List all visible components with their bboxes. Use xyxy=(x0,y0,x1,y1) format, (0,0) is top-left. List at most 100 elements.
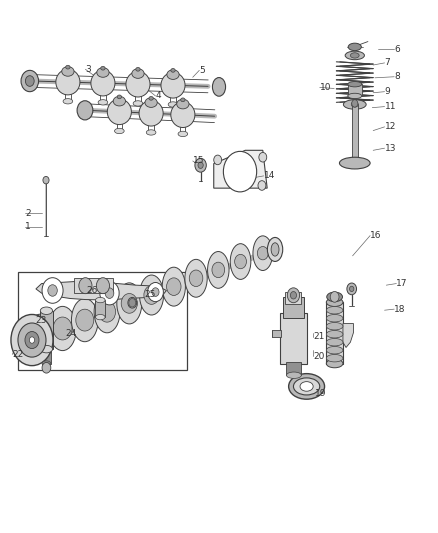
Bar xyxy=(285,292,301,304)
Ellipse shape xyxy=(326,330,343,338)
Circle shape xyxy=(352,100,358,107)
Text: 1: 1 xyxy=(25,222,31,231)
Circle shape xyxy=(77,101,93,120)
Ellipse shape xyxy=(40,345,53,353)
Ellipse shape xyxy=(56,69,80,95)
Text: 5: 5 xyxy=(199,66,205,75)
Ellipse shape xyxy=(300,382,313,391)
Text: 7: 7 xyxy=(385,59,390,67)
Circle shape xyxy=(129,298,136,307)
Ellipse shape xyxy=(171,102,195,127)
Ellipse shape xyxy=(267,237,283,262)
Ellipse shape xyxy=(126,71,150,97)
Polygon shape xyxy=(343,324,353,348)
Ellipse shape xyxy=(53,317,72,340)
Ellipse shape xyxy=(40,307,53,314)
Ellipse shape xyxy=(212,262,225,278)
Ellipse shape xyxy=(326,298,343,306)
Circle shape xyxy=(48,285,57,296)
Circle shape xyxy=(29,337,35,343)
Ellipse shape xyxy=(149,96,153,100)
Ellipse shape xyxy=(162,267,185,306)
Ellipse shape xyxy=(95,314,105,320)
Ellipse shape xyxy=(49,306,76,351)
Circle shape xyxy=(287,288,300,303)
Ellipse shape xyxy=(326,359,343,368)
Circle shape xyxy=(42,278,63,303)
Bar xyxy=(348,84,362,96)
Ellipse shape xyxy=(289,374,325,399)
Circle shape xyxy=(195,158,206,172)
Ellipse shape xyxy=(76,309,94,331)
Circle shape xyxy=(290,292,297,299)
Ellipse shape xyxy=(66,66,70,69)
Text: 15: 15 xyxy=(193,157,204,165)
Ellipse shape xyxy=(343,100,366,109)
Bar xyxy=(352,104,358,160)
Ellipse shape xyxy=(166,278,181,295)
Ellipse shape xyxy=(348,93,362,99)
Circle shape xyxy=(330,292,339,302)
Circle shape xyxy=(198,162,203,168)
Ellipse shape xyxy=(257,246,268,260)
Ellipse shape xyxy=(345,51,364,60)
Text: 22: 22 xyxy=(12,350,24,359)
Text: 19: 19 xyxy=(315,389,327,398)
Ellipse shape xyxy=(348,43,361,51)
Circle shape xyxy=(258,181,266,190)
Text: 25: 25 xyxy=(145,290,156,298)
Ellipse shape xyxy=(286,372,301,378)
Ellipse shape xyxy=(185,260,207,297)
Circle shape xyxy=(259,152,267,162)
Bar xyxy=(42,348,51,364)
Ellipse shape xyxy=(351,102,358,107)
Circle shape xyxy=(350,286,354,292)
Bar xyxy=(286,362,301,375)
Ellipse shape xyxy=(30,325,50,349)
Ellipse shape xyxy=(133,101,143,106)
Ellipse shape xyxy=(180,98,185,102)
Ellipse shape xyxy=(235,254,247,269)
Ellipse shape xyxy=(293,378,320,395)
Text: 9: 9 xyxy=(385,87,390,96)
Circle shape xyxy=(18,323,46,357)
Ellipse shape xyxy=(339,157,370,169)
Ellipse shape xyxy=(189,270,203,287)
Circle shape xyxy=(42,362,51,373)
Ellipse shape xyxy=(350,53,359,58)
Ellipse shape xyxy=(212,78,226,96)
Circle shape xyxy=(223,151,257,192)
Ellipse shape xyxy=(91,70,115,96)
Bar xyxy=(326,302,343,364)
Ellipse shape xyxy=(26,314,54,360)
Text: 10: 10 xyxy=(320,83,331,92)
Circle shape xyxy=(11,314,53,366)
Ellipse shape xyxy=(136,68,140,71)
Ellipse shape xyxy=(326,314,343,322)
Text: 2: 2 xyxy=(25,209,31,217)
Ellipse shape xyxy=(326,354,343,362)
Text: 8: 8 xyxy=(394,72,400,81)
Ellipse shape xyxy=(161,72,185,98)
Ellipse shape xyxy=(71,298,98,342)
Text: 13: 13 xyxy=(385,144,396,152)
Bar xyxy=(283,297,304,318)
Text: 18: 18 xyxy=(394,305,406,313)
Bar xyxy=(272,330,281,337)
Circle shape xyxy=(152,288,159,296)
Ellipse shape xyxy=(63,99,73,104)
Polygon shape xyxy=(214,150,267,188)
Text: 14: 14 xyxy=(264,172,275,180)
Ellipse shape xyxy=(145,98,157,108)
Text: 20: 20 xyxy=(313,352,325,360)
Ellipse shape xyxy=(144,286,159,304)
Bar xyxy=(40,311,53,349)
Circle shape xyxy=(100,281,119,305)
Ellipse shape xyxy=(326,338,343,346)
Circle shape xyxy=(25,76,34,86)
Circle shape xyxy=(25,332,39,349)
Ellipse shape xyxy=(117,283,142,324)
Circle shape xyxy=(79,278,92,294)
Ellipse shape xyxy=(167,70,179,79)
Text: 12: 12 xyxy=(385,123,396,131)
